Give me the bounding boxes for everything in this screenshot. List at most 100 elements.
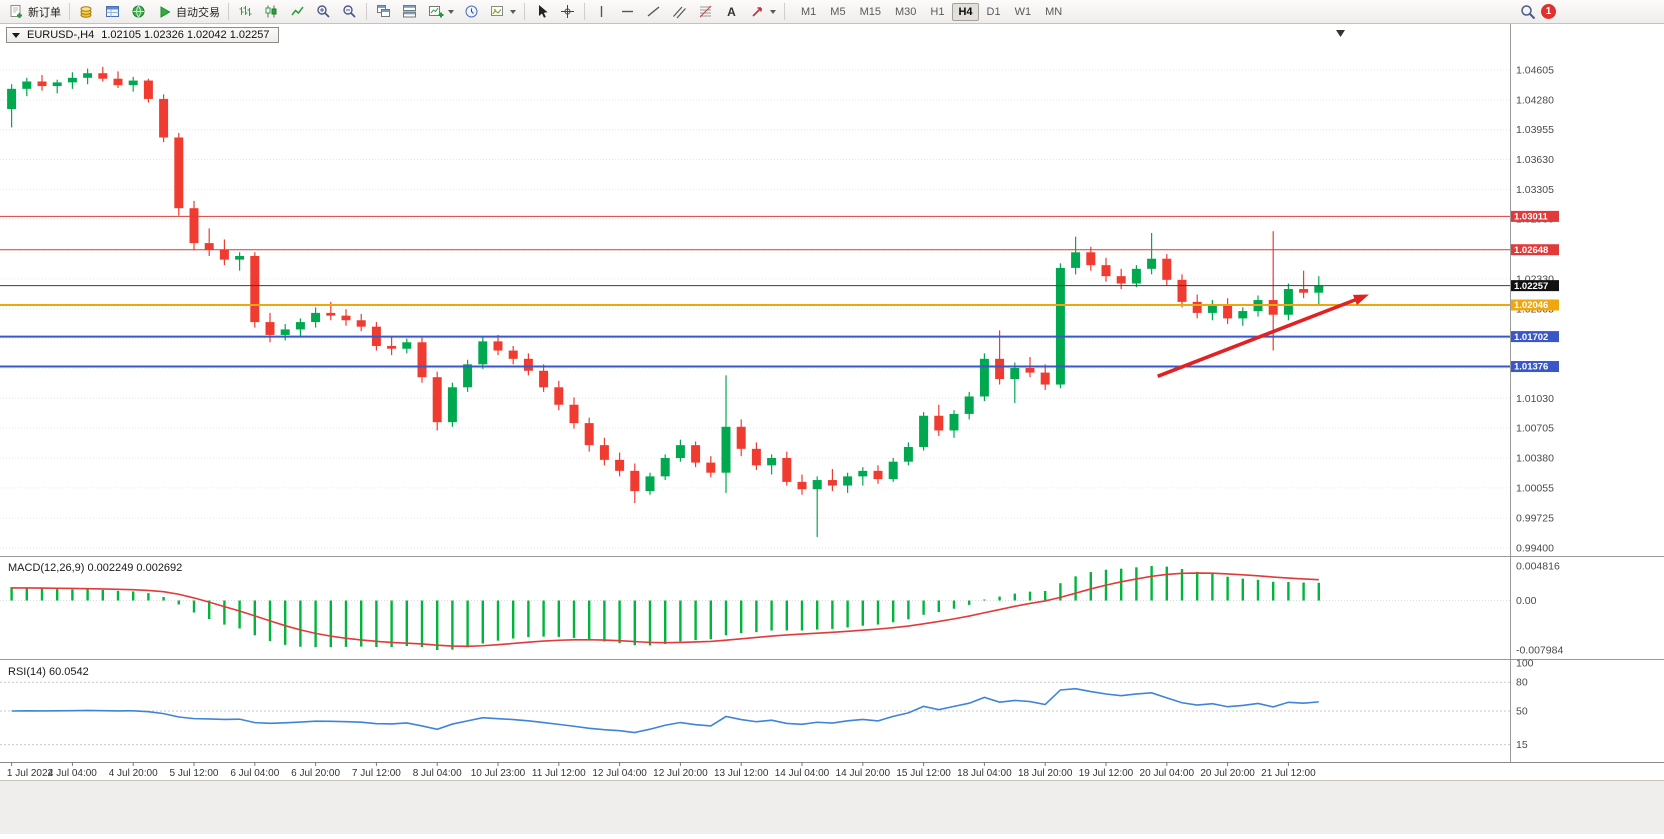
zoom-in-icon [315, 3, 332, 20]
text-tool-icon: A [727, 4, 736, 19]
zoom-out-icon [341, 3, 358, 20]
price-axis-label: 1.00705 [1516, 423, 1554, 435]
search-icon [1519, 3, 1536, 20]
toolbar-separator [69, 3, 70, 20]
time-axis-label: 8 Jul 04:00 [413, 768, 462, 779]
chart-shift-marker-icon[interactable] [1336, 30, 1345, 37]
price-axis-label: 1.03955 [1516, 124, 1554, 136]
time-axis-label: 11 Jul 12:00 [532, 768, 586, 779]
time-axis-label: 12 Jul 04:00 [592, 768, 647, 779]
time-axis-label: 15 Jul 12:00 [896, 768, 951, 779]
svg-text:1.02046: 1.02046 [1514, 300, 1548, 311]
tile-horizontal-button[interactable] [397, 2, 422, 22]
time-axis-label: 14 Jul 04:00 [775, 768, 830, 779]
arrows-tool-button[interactable] [745, 2, 780, 22]
chart-line-button[interactable] [285, 2, 310, 22]
rsi-panel: 100 80 50 15 RSI(14) 60.0542 [0, 658, 1534, 751]
time-axis-label: 20 Jul 20:00 [1200, 768, 1255, 779]
timeframe-button-mn[interactable]: MN [1045, 5, 1063, 18]
tile-horizontal-icon [401, 3, 418, 20]
timeframe-button-w1[interactable]: W1 [1014, 5, 1032, 18]
time-axis-label: 10 Jul 23:00 [471, 768, 526, 779]
timeframe-button-m5[interactable]: M5 [830, 5, 846, 18]
cursor-icon [533, 3, 550, 20]
time-axis-label: 4 Jul 20:00 [109, 768, 158, 779]
symbol-ohlc-values: 1.02105 1.02326 1.02042 1.02257 [101, 29, 270, 41]
macd-panel: 0.004816 0.00 -0.007984 MACD(12,26,9) 0.002… [0, 561, 1563, 657]
chart-line-icon [289, 3, 306, 20]
new-chart-button[interactable] [423, 2, 458, 22]
price-badge-1.02257: 1.02257 [1511, 280, 1559, 292]
macd-axis-label: 0.00 [1516, 595, 1537, 607]
vertical-line-button[interactable] [589, 2, 614, 22]
time-axis-label: 1 Jul 2022 [7, 768, 54, 779]
chart-candles-icon [263, 3, 280, 20]
market-watch-button[interactable] [74, 2, 99, 22]
data-window-icon [104, 3, 121, 20]
zoom-in-button[interactable] [311, 2, 336, 22]
crosshair-button[interactable] [555, 2, 580, 22]
timeframe-button-h1[interactable]: H1 [930, 5, 945, 18]
svg-text:1.02648: 1.02648 [1514, 245, 1548, 256]
fibonacci-button[interactable] [693, 2, 718, 22]
navigator-icon [130, 3, 147, 20]
time-axis-label: 19 Jul 12:00 [1079, 768, 1134, 779]
new-order-button[interactable]: 新订单 [4, 2, 65, 22]
price-axis-label: 1.03630 [1516, 154, 1554, 166]
new-order-icon [8, 3, 25, 20]
time-axis-label: 18 Jul 20:00 [1018, 768, 1073, 779]
macd-signal-line [11, 572, 1319, 648]
timeframe-button-m15[interactable]: M15 [859, 5, 881, 18]
rsi-line [11, 687, 1319, 734]
price-axis-label: 1.03305 [1516, 184, 1554, 196]
new-order-label: 新订单 [28, 6, 61, 19]
toolbar-separator [584, 3, 585, 20]
price-axis-label: 1.00055 [1516, 482, 1554, 494]
price-chart-svg[interactable]: 1.046051.042801.039551.036301.033051.029… [0, 24, 1664, 834]
time-axis-label: 21 Jul 12:00 [1261, 768, 1316, 779]
zoom-out-button[interactable] [337, 2, 362, 22]
svg-text:1.01702: 1.01702 [1514, 332, 1548, 343]
symbol-tab[interactable]: EURUSD-,H4 1.02105 1.02326 1.02042 1.022… [6, 27, 280, 43]
svg-text:1.02257: 1.02257 [1514, 281, 1548, 292]
price-axis-label: 0.99725 [1516, 513, 1554, 525]
chart-menu-triangle-icon[interactable] [12, 32, 20, 38]
trend-arrow[interactable] [1157, 294, 1369, 378]
timeframe-button-m1[interactable]: M1 [801, 5, 817, 18]
chart-objects-button[interactable] [485, 2, 520, 22]
macd-axis-label: -0.007984 [1516, 645, 1563, 657]
horizontal-line-icon [619, 3, 636, 20]
navigator-button[interactable] [126, 2, 151, 22]
trendline-button[interactable] [641, 2, 666, 22]
price-badge-1.02046: 1.02046 [1511, 299, 1559, 311]
toolbar-separator [228, 3, 229, 20]
symbol-title: EURUSD-,H4 [27, 29, 95, 41]
channel-button[interactable] [667, 2, 692, 22]
time-axis-label: 6 Jul 20:00 [291, 768, 340, 779]
cursor-button[interactable] [529, 2, 554, 22]
chart-area[interactable]: 1.046051.042801.039551.036301.033051.029… [0, 24, 1664, 834]
toolbar-separator [524, 3, 525, 20]
timeframe-button-d1[interactable]: D1 [986, 5, 1001, 18]
tile-windows-button[interactable] [371, 2, 396, 22]
horizontal-line-button[interactable] [615, 2, 640, 22]
timeframe-button-h4[interactable]: H4 [952, 2, 979, 21]
chart-bars-button[interactable] [233, 2, 258, 22]
data-window-button[interactable] [100, 2, 125, 22]
text-tool-button[interactable]: A [719, 2, 744, 22]
time-axis-label: 5 Jul 12:00 [170, 768, 219, 779]
status-strip [0, 780, 1664, 834]
chart-background [0, 24, 1664, 780]
chart-objects-icon [489, 3, 506, 20]
algo-trading-label: 自动交易 [176, 6, 220, 19]
time-axis-label: 6 Jul 04:00 [230, 768, 279, 779]
candlestick-series [7, 66, 1324, 537]
chart-candles-button[interactable] [259, 2, 284, 22]
algo-trading-icon [156, 3, 173, 20]
timeframe-button-m30[interactable]: M30 [894, 5, 917, 18]
notification-badge[interactable]: 1 [1541, 4, 1556, 19]
algo-trading-button[interactable]: 自动交易 [152, 2, 224, 22]
search-button[interactable] [1515, 2, 1540, 22]
clock-button[interactable] [459, 2, 484, 22]
